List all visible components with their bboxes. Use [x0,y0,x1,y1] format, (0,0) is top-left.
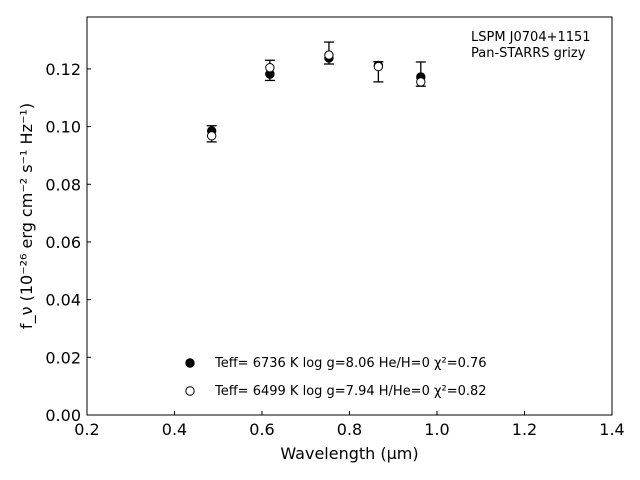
legend-marker-open [185,386,195,396]
model-db-point-4 [416,77,426,87]
y-axis: 0.00 0.02 0.04 0.06 0.08 0.10 0.12 [45,60,91,425]
legend: Teff= 6736 K log g=8.06 He/H=0 χ²=0.76 T… [185,356,487,399]
y-tick-label-2: 0.04 [45,291,81,310]
plot-area [86,16,613,416]
y-tick-label-0: 0.00 [45,406,81,425]
x-tick-label-6: 1.4 [599,420,624,439]
x-tick-label-0: 0.2 [74,420,99,439]
model-db-point-3 [373,61,384,72]
x-axis-title: Wavelength (μm) [280,444,418,463]
y-tick-label-4: 0.08 [45,175,81,194]
y-tick-label-5: 0.10 [45,118,81,137]
legend-label-db-model: Teff= 6499 K log g=7.94 H/He=0 χ²=0.82 [214,384,487,399]
model-db-point-1 [265,63,275,73]
legend-label-da-model: Teff= 6736 K log g=8.06 He/H=0 χ²=0.76 [214,356,487,371]
legend-marker-filled [185,358,195,368]
model-db-point-2 [324,50,334,60]
y-tick-label-1: 0.02 [45,348,81,367]
y-axis-title: f_ν (10⁻²⁶ erg cm⁻² s⁻¹ Hz⁻¹) [17,103,37,329]
x-axis: 0.2 0.4 0.6 0.8 1.0 1.2 1.4 [74,411,625,439]
annotation-survey: Pan-STARRS grizy [471,46,586,61]
x-tick-label-1: 0.4 [162,420,187,439]
x-tick-label-4: 1.0 [424,420,449,439]
data-points [206,50,426,141]
annotation-star-name: LSPM J0704+1151 [471,30,591,45]
x-tick-label-5: 1.2 [512,420,537,439]
y-tick-label-6: 0.12 [45,60,81,79]
y-tick-label-3: 0.06 [45,233,81,252]
x-tick-label-2: 0.6 [249,420,274,439]
model-db-point-0 [206,131,217,141]
x-tick-label-3: 0.8 [337,420,362,439]
